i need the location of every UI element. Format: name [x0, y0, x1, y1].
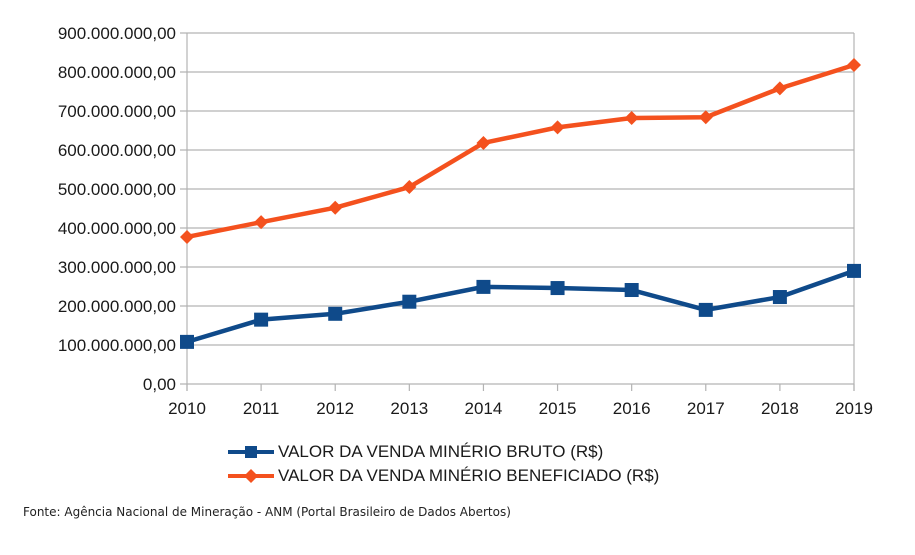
legend: VALOR DA VENDA MINÉRIO BRUTO (R$) VALOR …	[228, 440, 659, 488]
y-axis-labels: 0,00 100.000.000,00 200.000.000,00 300.000.…	[58, 24, 176, 394]
data-point-beneficiado	[402, 180, 417, 195]
x-tick-label: 2019	[835, 399, 873, 418]
source-note: Fonte: Agência Nacional de Mineração - A…	[23, 505, 511, 519]
data-point-bruto	[772, 290, 787, 305]
axes	[186, 33, 855, 391]
grid-lines	[180, 32, 854, 385]
data-point-bruto	[550, 281, 565, 296]
data-point-beneficiado	[254, 215, 269, 230]
data-point-bruto	[624, 283, 639, 298]
data-point-beneficiado	[624, 111, 639, 126]
x-tick-label: 2012	[316, 399, 354, 418]
x-tick-label: 2015	[539, 399, 577, 418]
data-point-beneficiado	[476, 135, 491, 150]
data-point-beneficiado	[328, 200, 343, 215]
data-point-bruto	[847, 263, 861, 278]
legend-swatch-diamond-icon	[228, 469, 274, 483]
legend-item-beneficiado: VALOR DA VENDA MINÉRIO BENEFICIADO (R$)	[228, 464, 659, 488]
y-tick-label: 800.000.000,00	[58, 63, 176, 82]
data-point-bruto	[254, 312, 269, 327]
y-tick-label: 200.000.000,00	[58, 297, 176, 316]
y-tick-label: 400.000.000,00	[58, 219, 176, 238]
y-tick-label: 900.000.000,00	[58, 24, 176, 43]
x-tick-label: 2016	[613, 399, 651, 418]
x-axis-labels: 2010 2011 2012 2013 2014 2015 2016 2017 2018 2019	[168, 399, 873, 418]
data-point-bruto	[402, 294, 417, 309]
x-tick-label: 2018	[761, 399, 799, 418]
series-line-bruto	[186, 268, 855, 345]
y-tick-label: 600.000.000,00	[58, 141, 176, 160]
legend-swatch-square-icon	[228, 446, 274, 458]
x-tick-label: 2017	[687, 399, 725, 418]
x-tick-label: 2011	[243, 399, 280, 418]
data-point-beneficiado	[847, 57, 861, 72]
data-point-beneficiado	[772, 81, 787, 96]
y-tick-label: 700.000.000,00	[58, 102, 176, 121]
data-point-beneficiado	[180, 229, 194, 244]
x-tick-label: 2010	[168, 399, 206, 418]
data-point-bruto	[698, 302, 713, 317]
x-tick-label: 2013	[390, 399, 428, 418]
x-tick-label: 2014	[465, 399, 503, 418]
series-line-beneficiado	[186, 62, 855, 240]
y-tick-label: 300.000.000,00	[58, 258, 176, 277]
data-point-beneficiado	[698, 110, 713, 125]
data-point-bruto	[328, 306, 343, 321]
data-point-bruto	[476, 279, 491, 294]
legend-label-beneficiado: VALOR DA VENDA MINÉRIO BENEFICIADO (R$)	[278, 466, 660, 485]
legend-label-bruto: VALOR DA VENDA MINÉRIO BRUTO (R$)	[278, 442, 604, 461]
data-point-bruto	[180, 334, 194, 349]
legend-item-bruto: VALOR DA VENDA MINÉRIO BRUTO (R$)	[228, 440, 659, 464]
data-point-beneficiado	[550, 120, 565, 135]
y-tick-label: 0,00	[143, 375, 176, 394]
series-group	[180, 57, 861, 349]
y-tick-label: 500.000.000,00	[58, 180, 176, 199]
y-tick-label: 100.000.000,00	[58, 336, 176, 355]
